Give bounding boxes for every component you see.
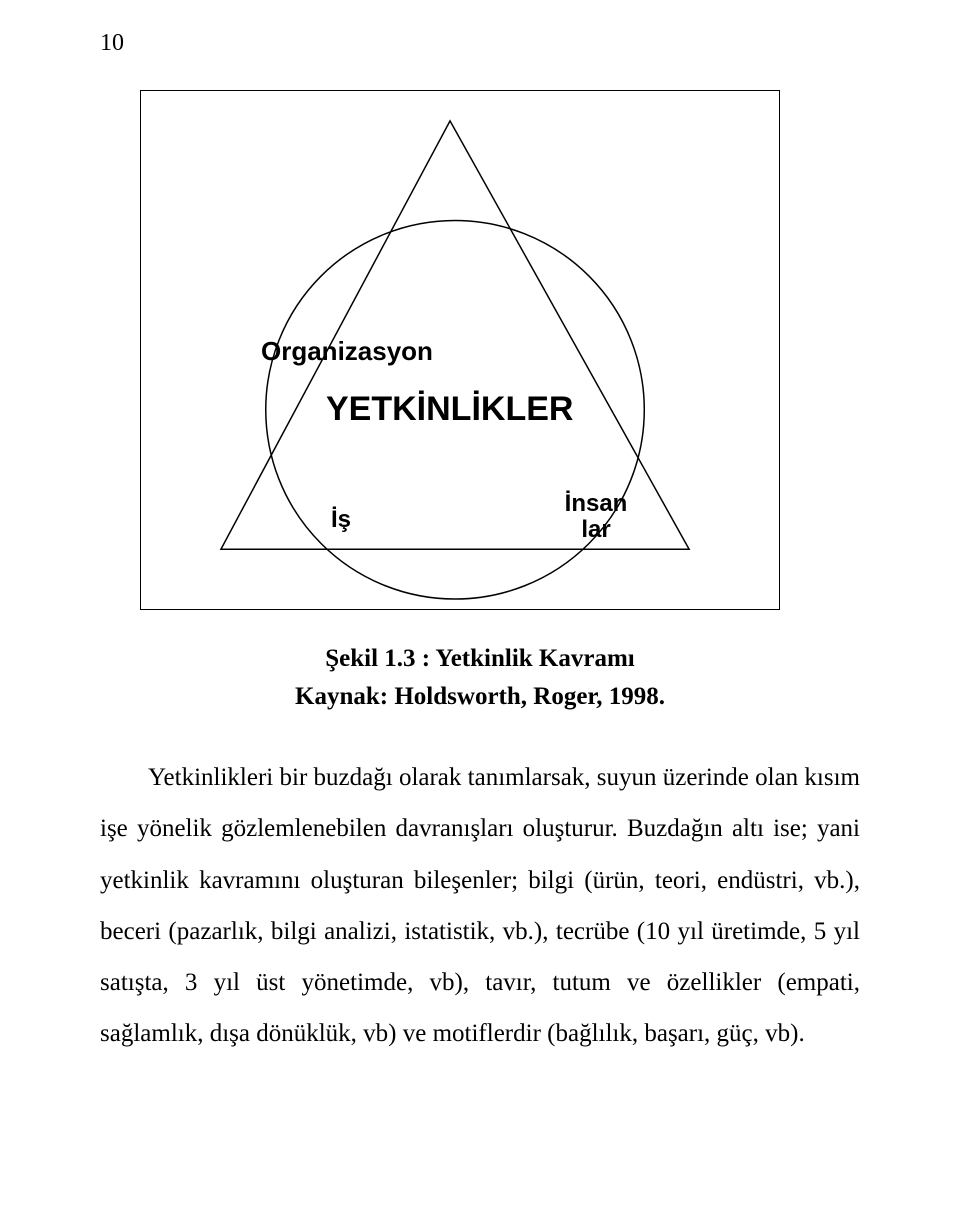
label-competencies: YETKİNLİKLER xyxy=(326,391,573,428)
diagram-svg xyxy=(141,91,779,609)
caption-title: Şekil 1.3 : Yetkinlik Kavramı xyxy=(0,640,960,678)
diagram-frame: Organizasyon YETKİNLİKLER İş İnsan lar xyxy=(140,90,780,610)
caption-source: Kaynak: Holdsworth, Roger, 1998. xyxy=(0,678,960,716)
figure-caption: Şekil 1.3 : Yetkinlik Kavramı Kaynak: Ho… xyxy=(0,640,960,715)
body-paragraph: Yetkinlikleri bir buzdağı olarak tanımla… xyxy=(100,752,860,1060)
page-number: 10 xyxy=(100,30,124,57)
label-people: İnsan lar xyxy=(561,491,631,544)
label-organization: Organizasyon xyxy=(261,337,433,366)
label-job: İş xyxy=(331,507,351,533)
